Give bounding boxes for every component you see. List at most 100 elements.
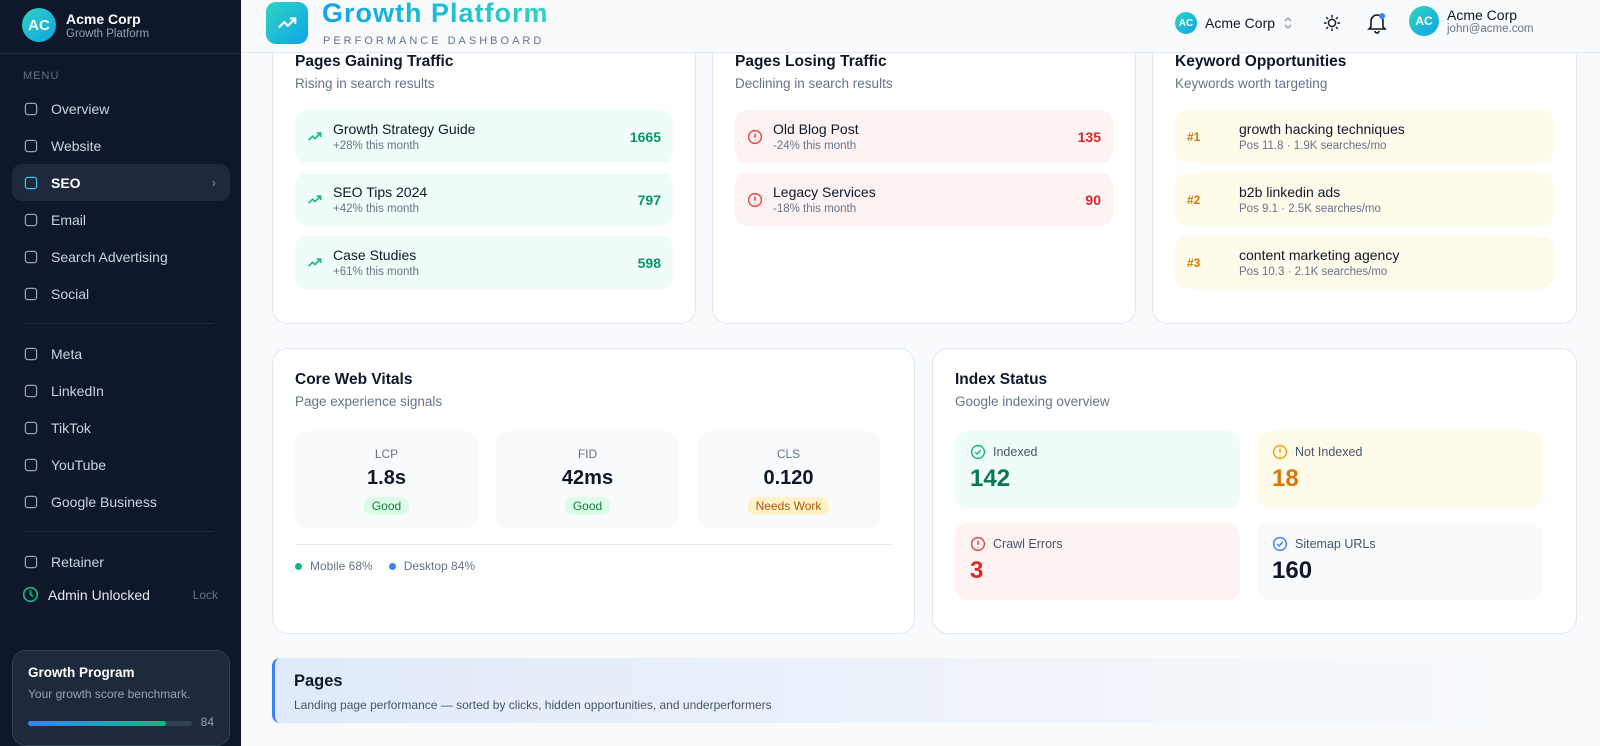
card-subtitle: Page experience signals bbox=[295, 394, 443, 409]
card-subtitle: Rising in search results bbox=[295, 76, 435, 91]
nav-label: Google Business bbox=[51, 493, 157, 510]
metric: FID 42ms Good bbox=[496, 431, 679, 528]
lock-button[interactable]: Lock bbox=[192, 587, 218, 602]
page-value: 135 bbox=[1077, 128, 1101, 145]
card-subtitle: Keywords worth targeting bbox=[1175, 76, 1328, 91]
item-text: b2b linkedin ads Pos 9.1 · 2.5K searches/… bbox=[1239, 184, 1381, 215]
nav-label: Retainer bbox=[51, 553, 104, 570]
brand-name: Acme Corp bbox=[66, 10, 141, 27]
nav-icon bbox=[24, 139, 38, 152]
losing-card: Pages Losing Traffic Declining in search … bbox=[712, 30, 1136, 324]
program-text: Your growth score benchmark. bbox=[28, 687, 191, 701]
metric-label: LCP bbox=[374, 447, 399, 461]
page-item: SEO Tips 2024 +42% this month 797 bbox=[295, 173, 673, 226]
nav-icon bbox=[24, 555, 38, 568]
metric-status: Good bbox=[363, 497, 410, 515]
user-menu[interactable]: AC Acme Corp john@acme.com bbox=[1409, 6, 1533, 36]
score-track bbox=[28, 721, 192, 726]
metric: CLS 0.120 Needs Work bbox=[697, 431, 880, 528]
metric-value: 1.8s bbox=[367, 467, 406, 489]
logo bbox=[266, 2, 308, 44]
page-name: SEO Tips 2024 bbox=[333, 184, 428, 200]
brand: AC Acme Corp Growth Platform bbox=[22, 8, 149, 42]
keyword-rank: #1 bbox=[1187, 129, 1201, 144]
user-avatar: AC bbox=[1409, 6, 1439, 36]
stat-label-row: Crawl Errors bbox=[970, 536, 1225, 552]
keyword-item: #2 b2b linkedin ads Pos 9.1 · 2.5K searche… bbox=[1175, 173, 1554, 226]
nav-label: YouTube bbox=[51, 456, 107, 473]
nav-item[interactable]: Meta bbox=[12, 335, 230, 372]
keyword-item: #1 growth hacking techniques Pos 11.8 · 1.… bbox=[1175, 110, 1554, 163]
stat-label-row: Not Indexed bbox=[1272, 444, 1527, 460]
score: 84 bbox=[200, 715, 214, 729]
stat-label: Not Indexed bbox=[1295, 445, 1363, 459]
notifications[interactable] bbox=[1367, 12, 1387, 34]
nav-item[interactable]: SEO › bbox=[12, 164, 230, 201]
nav-item[interactable]: Website bbox=[12, 127, 230, 164]
keyword: b2b linkedin ads bbox=[1239, 184, 1341, 200]
item-text: SEO Tips 2024 +42% this month bbox=[333, 184, 427, 215]
theme-toggle[interactable] bbox=[1323, 14, 1341, 32]
legend-label: Mobile 68% bbox=[310, 559, 373, 573]
legend-label: Desktop 84% bbox=[403, 559, 476, 573]
nav-item[interactable]: Email bbox=[12, 201, 230, 238]
metric-label: CLS bbox=[776, 447, 801, 461]
card-title: Pages Gaining Traffic bbox=[295, 53, 454, 70]
item-list: #1 growth hacking techniques Pos 11.8 · 1.… bbox=[1175, 110, 1554, 289]
stat-label-row: Sitemap URLs bbox=[1272, 536, 1527, 552]
page-change: +42% this month bbox=[333, 203, 419, 215]
stat-value: 18 bbox=[1272, 465, 1299, 492]
admin-label: Admin Unlocked bbox=[48, 586, 150, 603]
nav-item[interactable]: Retainer bbox=[12, 543, 230, 580]
trend-icon bbox=[308, 194, 322, 204]
nav-item[interactable]: Overview bbox=[12, 90, 230, 127]
nav-item[interactable]: YouTube bbox=[12, 446, 230, 483]
workspace-switcher[interactable]: AC Acme Corp bbox=[1171, 9, 1303, 37]
app-title: Growth Platform bbox=[322, 0, 549, 28]
nav-icon bbox=[24, 384, 38, 397]
clock-icon bbox=[22, 586, 39, 603]
metrics: LCP 1.8s Good FID 42ms Good CLS 0.120 Needs Work bbox=[295, 431, 892, 528]
gaining-card: Pages Gaining Traffic Rising in search re… bbox=[272, 30, 696, 324]
page-change: -18% this month bbox=[773, 203, 857, 215]
chevron-icon bbox=[1284, 16, 1292, 30]
page-name: Old Blog Post bbox=[773, 121, 859, 137]
legend-item: Mobile 68% bbox=[295, 559, 373, 573]
item-text: Growth Strategy Guide +28% this month bbox=[333, 121, 475, 152]
page-item: Growth Strategy Guide +28% this month 1665 bbox=[295, 110, 673, 163]
nav-item[interactable]: LinkedIn bbox=[12, 372, 230, 409]
nav-icon bbox=[24, 458, 38, 471]
stat-value: 3 bbox=[970, 557, 984, 584]
metric-value: 0.120 bbox=[763, 467, 814, 489]
nav-item[interactable]: Social bbox=[12, 275, 230, 312]
alert-icon bbox=[747, 192, 763, 207]
nav-label: Social bbox=[51, 285, 90, 302]
alert-icon bbox=[970, 536, 986, 552]
nav-item[interactable]: Google Business bbox=[12, 483, 230, 520]
nav-item[interactable]: TikTok bbox=[12, 409, 230, 446]
program-title: Growth Program bbox=[28, 665, 135, 680]
nav-icon bbox=[24, 250, 38, 263]
card-title: Core Web Vitals bbox=[295, 371, 413, 388]
logo-icon bbox=[277, 17, 297, 29]
nav: Overview Website SEO › Email Search Advertisi… bbox=[12, 90, 230, 580]
index-grid: Indexed 142 Not Indexed 18 Crawl Errors 3 Site… bbox=[955, 431, 1554, 600]
check-icon bbox=[1272, 536, 1288, 552]
keyword: growth hacking techniques bbox=[1239, 121, 1405, 137]
nav-icon bbox=[24, 213, 38, 226]
page-name: Case Studies bbox=[333, 247, 417, 263]
nav-label: Email bbox=[51, 211, 87, 228]
program-card: Growth Program Your growth score benchma… bbox=[12, 650, 230, 746]
metric-status: Good bbox=[564, 497, 611, 515]
chevron: › bbox=[211, 175, 216, 190]
divider bbox=[0, 53, 241, 54]
keyword: content marketing agency bbox=[1239, 247, 1400, 263]
nav-item[interactable]: Search Advertising bbox=[12, 238, 230, 275]
page-item: Old Blog Post -24% this month 135 bbox=[735, 110, 1113, 163]
page-name: Legacy Services bbox=[773, 184, 876, 200]
divider bbox=[24, 531, 214, 532]
brand-subtitle: Growth Platform bbox=[66, 27, 150, 40]
item-text: content marketing agency Pos 10.3 · 2.1K … bbox=[1239, 247, 1399, 278]
item-list: Old Blog Post -24% this month 135 Legacy Se… bbox=[735, 110, 1113, 226]
